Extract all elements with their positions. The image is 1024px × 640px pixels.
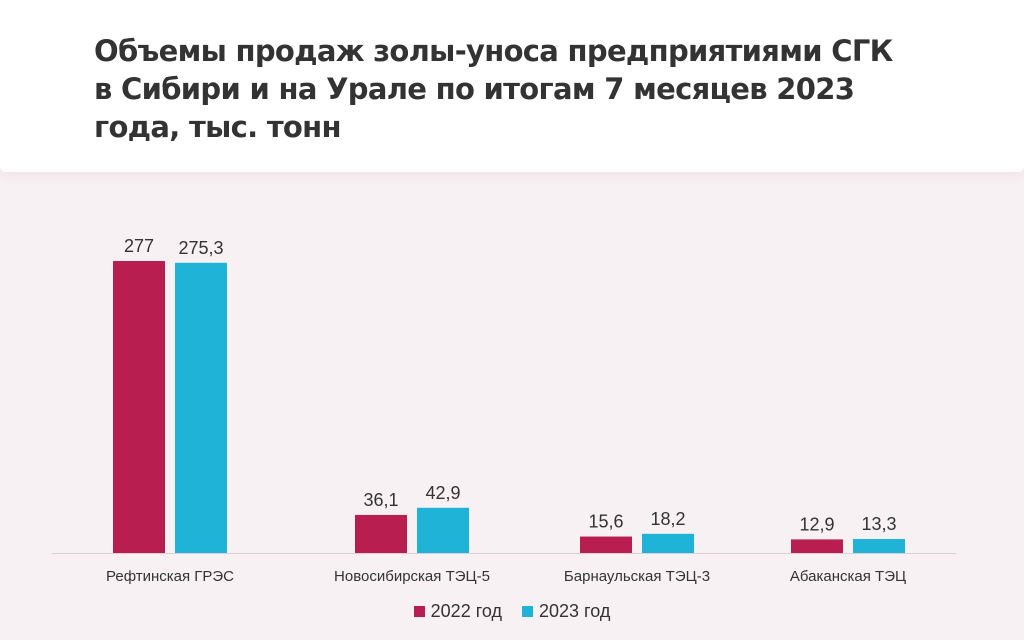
category-label-1: Новосибирская ТЭЦ-5 bbox=[334, 568, 490, 585]
data-label-2022-1: 36,1 bbox=[363, 490, 398, 510]
bar-2023-1 bbox=[417, 507, 469, 553]
bar-2022-2 bbox=[580, 536, 632, 553]
legend-swatch-2022 bbox=[413, 605, 425, 617]
bar-2023-2 bbox=[642, 533, 694, 553]
bar-2022-1 bbox=[355, 514, 407, 553]
chart-title: Объемы продаж золы-уноса предприятиями С… bbox=[94, 34, 893, 144]
bar-chart: 277 275,3 Рефтинская ГРЭС 36,1 42,9 Новосибир… bbox=[52, 236, 956, 585]
data-label-2023-3: 13,3 bbox=[861, 514, 896, 534]
category-label-2: Барнаульская ТЭЦ-3 bbox=[564, 568, 710, 585]
data-label-2022-3: 12,9 bbox=[799, 514, 834, 534]
data-label-2023-0: 275,3 bbox=[178, 238, 223, 258]
bar-2023-3 bbox=[853, 538, 905, 553]
legend-label-2022: 2022 год bbox=[430, 600, 502, 621]
category-label-0: Рефтинская ГРЭС bbox=[106, 568, 234, 585]
title-card: Объемы продаж золы-уноса предприятиями С… bbox=[0, 0, 1024, 172]
legend-label-2023: 2023 год bbox=[539, 600, 611, 621]
data-label-2022-2: 15,6 bbox=[588, 512, 623, 532]
data-label-2023-1: 42,9 bbox=[425, 483, 460, 503]
data-label-2022-0: 277 bbox=[124, 236, 154, 256]
chart-marks: 277 275,3 Рефтинская ГРЭС 36,1 42,9 Новосибир… bbox=[52, 236, 956, 585]
data-label-2023-2: 18,2 bbox=[650, 509, 685, 529]
bar-2023-0 bbox=[175, 262, 227, 553]
bar-2022-0 bbox=[113, 261, 165, 553]
category-label-3: Абаканская ТЭЦ bbox=[790, 568, 906, 585]
legend-swatch-2023 bbox=[522, 605, 533, 617]
bar-2022-3 bbox=[791, 539, 843, 553]
chart-legend: 2022 год 2023 год bbox=[0, 600, 1024, 622]
legend-item-2022: 2022 год bbox=[413, 600, 502, 622]
chart-area: 277 275,3 Рефтинская ГРЭС 36,1 42,9 Новосибир… bbox=[0, 180, 1024, 640]
legend-item-2023: 2023 год bbox=[522, 601, 610, 622]
